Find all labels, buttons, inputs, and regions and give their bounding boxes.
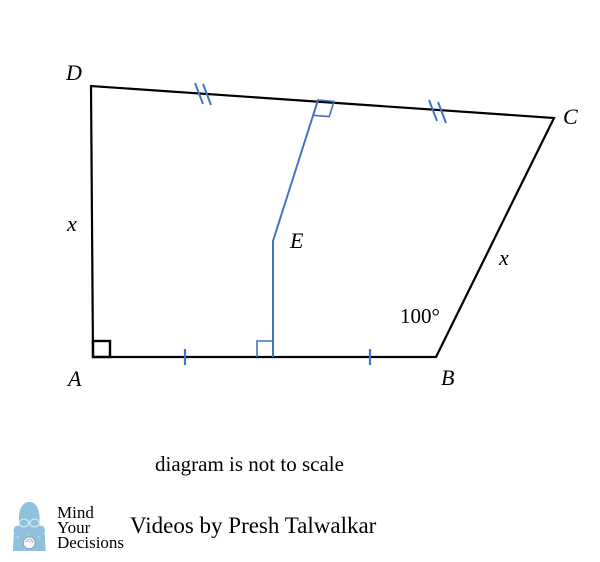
svg-text:x: x [498, 245, 509, 270]
svg-text:100°: 100° [400, 304, 440, 328]
svg-text:B: B [441, 365, 454, 390]
svg-text:x: x [66, 211, 77, 236]
svg-text:A: A [66, 366, 82, 391]
svg-text:D: D [65, 60, 82, 85]
svg-text:E: E [289, 228, 304, 253]
svg-text:C: C [563, 104, 578, 129]
svg-text:D: D [37, 536, 40, 540]
svg-text:M: M [16, 536, 19, 540]
